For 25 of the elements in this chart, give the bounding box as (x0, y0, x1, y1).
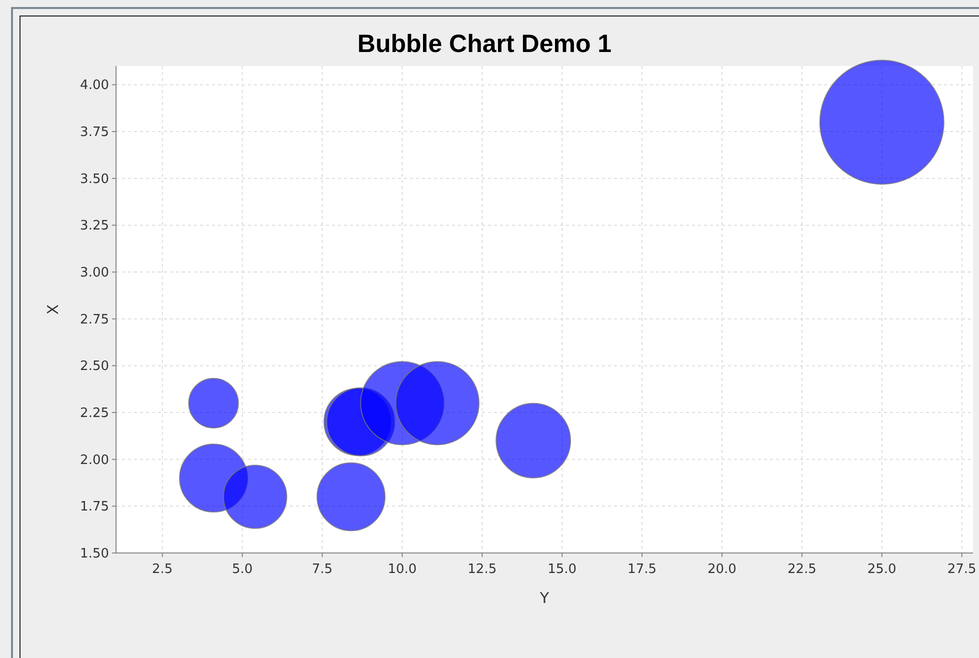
y-tick-label: 2.00 (80, 452, 109, 468)
x-tick-label: 17.5 (628, 562, 657, 577)
y-tick-label: 1.50 (80, 546, 109, 562)
y-tick-label: 4.00 (80, 78, 109, 94)
x-tick-label: 22.5 (787, 562, 816, 577)
y-tick-label: 3.75 (80, 125, 109, 140)
x-tick-label: 15.0 (548, 562, 577, 577)
chart-title: Bubble Chart Demo 1 (357, 30, 612, 58)
y-axis-title: X (44, 304, 62, 315)
y-tick-label: 1.75 (80, 500, 109, 515)
x-tick-label: 7.5 (312, 562, 333, 577)
x-tick-label: 25.0 (867, 562, 896, 577)
x-tick-label: 27.5 (947, 562, 976, 577)
y-tick-label: 3.50 (80, 172, 109, 187)
y-tick-label: 2.25 (80, 406, 109, 422)
x-axis-title: Y (538, 589, 550, 607)
y-tick-label: 2.75 (80, 312, 109, 328)
x-tick-label: 12.5 (468, 562, 497, 577)
x-tick-label: 10.0 (388, 562, 417, 577)
y-tick-label: 2.50 (80, 359, 109, 374)
x-tick-label: 20.0 (708, 562, 736, 577)
y-tick-label: 3.25 (80, 218, 109, 234)
y-tick-label: 3.00 (80, 266, 109, 281)
x-tick-label: 5.0 (232, 562, 253, 577)
x-tick-label: 2.5 (152, 562, 173, 577)
